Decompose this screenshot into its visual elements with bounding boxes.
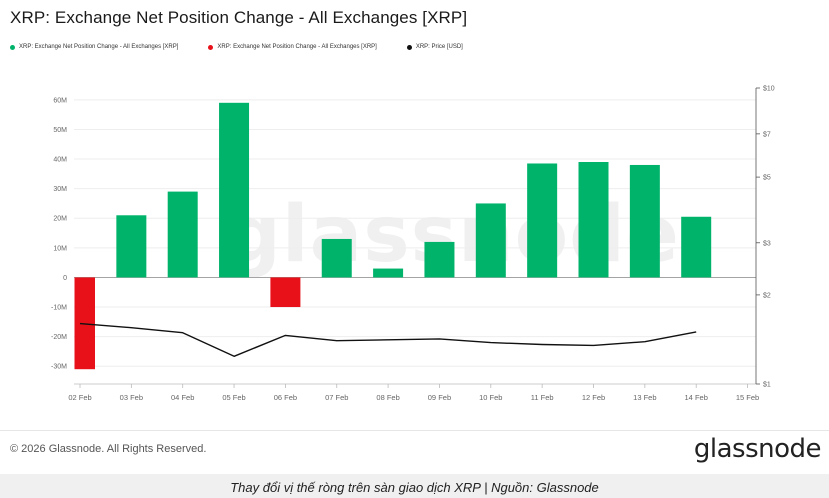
x-tick-label: 03 Feb — [120, 393, 143, 402]
y-left-tick-label: -10M — [51, 305, 67, 312]
bar-positive — [578, 162, 609, 278]
bar-positive — [681, 216, 712, 278]
price-line — [79, 322, 697, 357]
legend-item-positive[interactable]: XRP: Exchange Net Position Change - All … — [10, 44, 178, 50]
x-tick-label: 10 Feb — [479, 393, 502, 402]
y-left-tick-label: -20M — [51, 334, 67, 341]
bar-positive — [527, 163, 558, 278]
y-left-tick-label: -30M — [51, 364, 67, 371]
y-left-tick-label: 10M — [53, 245, 67, 252]
x-tick-label: 09 Feb — [428, 393, 451, 402]
bar-positive — [373, 268, 404, 278]
legend-label-price: XRP: Price [USD] — [415, 44, 463, 50]
legend-label-negative: XRP: Exchange Net Position Change - All … — [217, 44, 377, 50]
y-left-tick-label: 50M — [53, 127, 67, 134]
x-tick-label: 06 Feb — [274, 393, 297, 402]
caption-bar — [0, 474, 829, 498]
x-tick-label: 04 Feb — [171, 393, 194, 402]
brand-logo: glassnode — [693, 434, 822, 464]
y-left-tick-label: 60M — [53, 97, 67, 104]
legend-label-positive: XRP: Exchange Net Position Change - All … — [19, 44, 179, 50]
y-right-tick-label: $5 — [763, 175, 771, 182]
legend-dot-positive — [10, 44, 15, 50]
x-tick-label: 13 Feb — [633, 393, 656, 402]
y-right-tick-label: $2 — [763, 292, 771, 299]
chart-plot: 60M 50M 40M 30M 20M 10M 0 -10M -20M -30M 02 Feb 03 … — [51, 86, 775, 403]
x-tick-label: 12 Feb — [582, 393, 605, 402]
y-left-tick-label: 30M — [53, 186, 67, 193]
y-left-tick-label: 20M — [53, 216, 67, 223]
y-left-tick-label: 40M — [53, 157, 67, 164]
x-tick-label: 11 Feb — [531, 393, 554, 402]
x-tick-label: 08 Feb — [376, 393, 399, 402]
bar-positive — [167, 191, 198, 278]
y-right-tick-label: $10 — [763, 86, 775, 93]
bar-negative — [270, 277, 301, 308]
bar-positive — [116, 215, 147, 278]
legend-dot-price — [406, 44, 412, 50]
chart-title: XRP: Exchange Net Position Change - All … — [10, 8, 468, 27]
legend-item-price[interactable]: XRP: Price [USD] — [406, 44, 463, 50]
bar-positive — [475, 203, 506, 278]
x-tick-label: 14 Feb — [685, 393, 708, 402]
bar-positive — [321, 238, 352, 278]
bar-positive — [219, 102, 250, 278]
bar-positive — [424, 241, 455, 278]
y-right-tick-label: $1 — [763, 382, 771, 389]
legend-dot-negative — [208, 44, 214, 50]
caption-text: Thay đổi vị thế ròng trên sàn giao dịch … — [230, 480, 599, 495]
x-tick-label: 05 Feb — [222, 393, 245, 402]
x-tick-label: 02 Feb — [68, 393, 91, 402]
x-tick-label: 15 Feb — [736, 393, 759, 402]
y-right-tick-label: $3 — [763, 240, 771, 247]
chart-legend: XRP: Exchange Net Position Change - All … — [10, 44, 463, 50]
copyright-text: © 2026 Glassnode. All Rights Reserved. — [10, 443, 207, 455]
y-right-tick-label: $7 — [763, 131, 771, 138]
footer-divider — [0, 430, 829, 431]
bar-positive — [629, 164, 660, 278]
y-left-tick-label: 0 — [63, 275, 67, 282]
legend-item-negative[interactable]: XRP: Exchange Net Position Change - All … — [208, 44, 377, 50]
x-tick-label: 07 Feb — [325, 393, 348, 402]
